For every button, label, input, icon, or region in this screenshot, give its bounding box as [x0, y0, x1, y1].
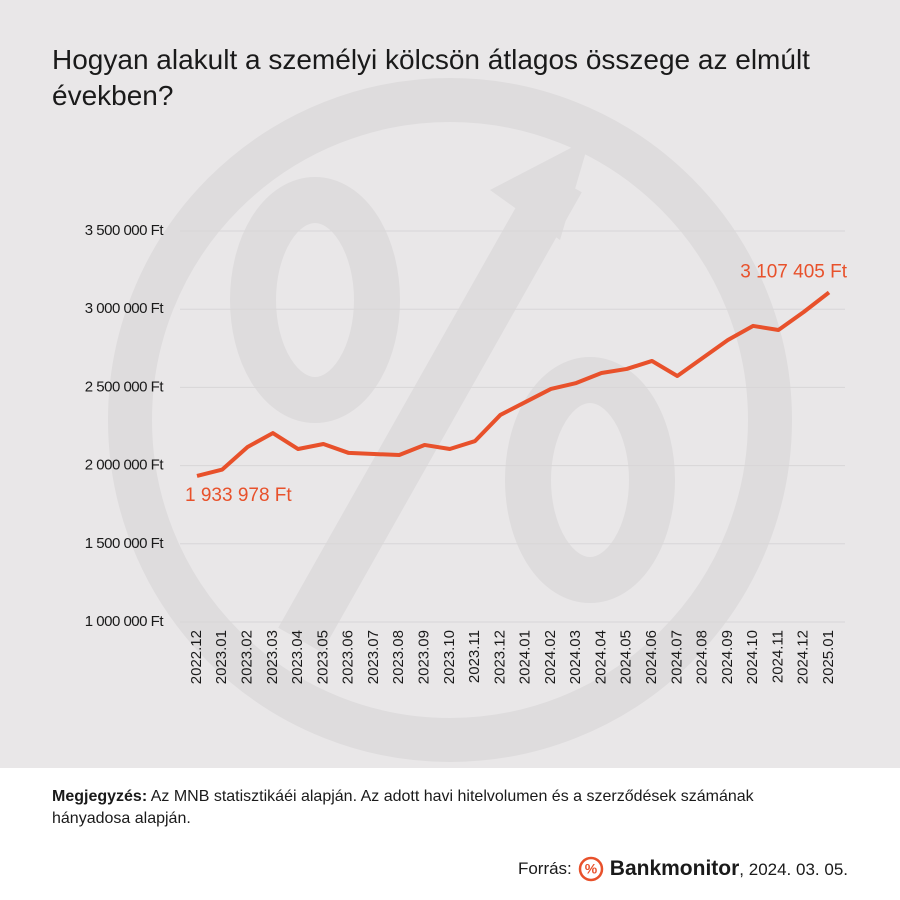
x-tick-label: 2024.03	[567, 630, 584, 684]
x-tick-label: 2024.07	[668, 630, 685, 684]
x-tick-label: 2025.01	[820, 630, 837, 684]
x-tick-label: 2022.12	[188, 630, 205, 684]
note-text: Az MNB statisztikáéi alapján. Az adott h…	[52, 788, 754, 827]
svg-text:%: %	[585, 861, 598, 877]
x-tick-label: 2024.01	[517, 630, 534, 684]
x-tick-label: 2023.11	[466, 630, 483, 683]
x-tick-label: 2024.11	[769, 630, 786, 683]
y-tick-label: 3 500 000 Ft	[85, 222, 165, 239]
source: Forrás: % Bankmonitor, 2024. 03. 05.	[518, 856, 848, 882]
y-tick-label: 1 000 000 Ft	[85, 613, 165, 630]
y-tick-label: 3 000 000 Ft	[85, 300, 165, 317]
x-tick-label: 2024.08	[694, 630, 711, 684]
note-label: Megjegyzés:	[52, 788, 148, 805]
x-tick-label: 2024.02	[542, 630, 559, 684]
x-tick-label: 2023.05	[314, 630, 331, 684]
x-tick-label: 2023.07	[365, 630, 382, 684]
watermark	[108, 78, 792, 762]
brand-logo: %	[578, 856, 604, 882]
x-tick-label: 2024.05	[618, 630, 635, 684]
x-tick-label: 2024.06	[643, 630, 660, 684]
x-tick-label: 2023.12	[491, 630, 508, 684]
source-date: , 2024. 03. 05.	[739, 860, 848, 879]
x-tick-label: 2024.12	[795, 630, 812, 684]
x-tick-label: 2024.10	[744, 630, 761, 684]
x-tick-label: 2023.03	[264, 630, 281, 684]
x-tick-label: 2023.04	[289, 630, 306, 684]
x-tick-label: 2023.06	[340, 630, 357, 684]
data-label: 3 107 405 Ft	[740, 261, 847, 282]
x-tick-label: 2023.10	[441, 630, 458, 684]
x-tick-label: 2024.09	[719, 630, 736, 684]
data-line	[196, 290, 831, 478]
source-label: Forrás:	[517, 859, 572, 878]
data-label: 1 933 978 Ft	[185, 485, 292, 506]
chart-title: Hogyan alakult a személyi kölcsön átlago…	[52, 44, 810, 111]
y-tick-label: 2 000 000 Ft	[85, 457, 165, 474]
x-tick-label: 2023.01	[213, 630, 230, 684]
x-tick-label: 2023.02	[239, 630, 256, 684]
note: Megjegyzés: Az MNB statisztikáéi alapján…	[52, 786, 832, 830]
x-tick-label: 2023.09	[415, 630, 432, 684]
x-tick-label: 2023.08	[390, 630, 407, 684]
x-tick-label: 2024.04	[592, 630, 609, 684]
chart: 1 000 000 Ft 1 500 000 Ft 2 000 000 Ft 2 50…	[85, 78, 848, 762]
source-brand: Bankmonitor	[609, 857, 740, 880]
y-tick-label: 1 500 000 Ft	[85, 535, 165, 552]
y-tick-label: 2 500 000 Ft	[85, 378, 165, 395]
